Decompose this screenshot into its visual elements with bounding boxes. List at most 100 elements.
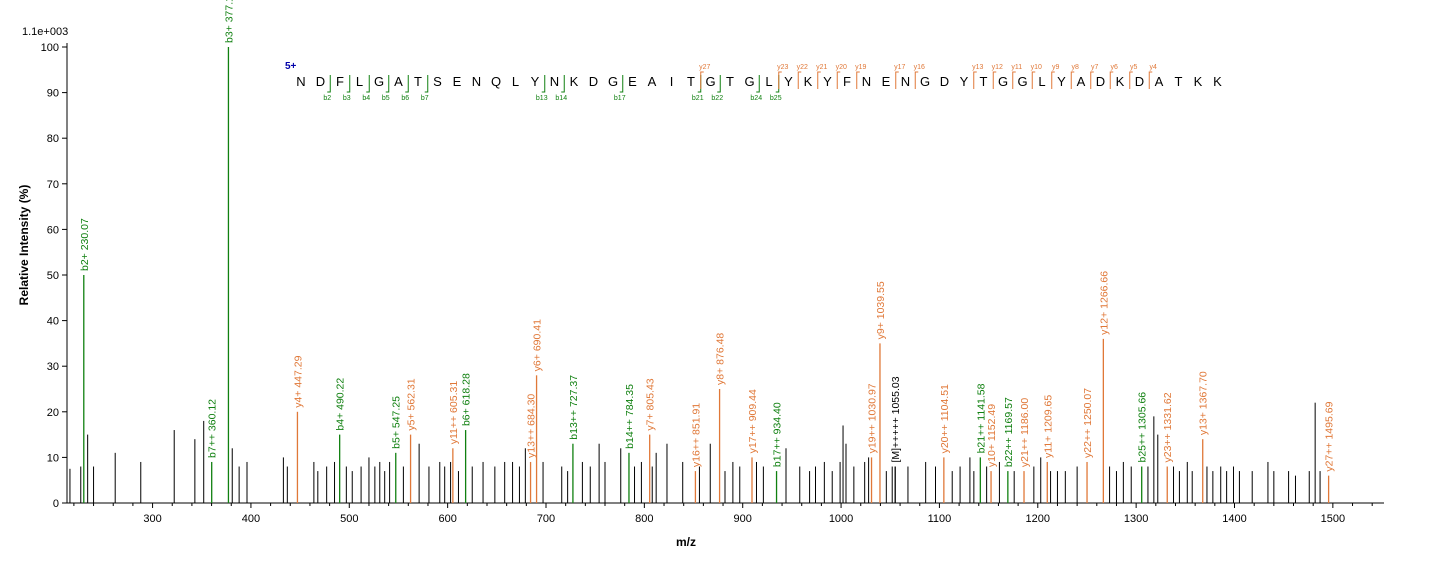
y-ion-label: y11: [1011, 64, 1022, 71]
b-ion-marker: [619, 75, 624, 93]
y-ion-label: y6: [1111, 64, 1119, 71]
y-ion-marker: [856, 71, 860, 89]
y-ion-label: y17: [894, 64, 905, 71]
sequence-residue: N: [296, 74, 305, 89]
x-tick-label: 500: [340, 513, 358, 525]
sequence-residue: F: [843, 74, 851, 89]
b-ion-label: b25: [770, 95, 782, 102]
y-ion-label: y21: [816, 64, 827, 71]
x-axis-ticks: 300 400 500 600 700 800 900 1000 1100 1200 1300 140…: [73, 503, 1373, 525]
y-ion-label: y12: [992, 64, 1003, 71]
sequence-residue: F: [336, 74, 344, 89]
y-ion-marker: [700, 71, 704, 89]
sequence-residue: L: [512, 74, 519, 89]
peak-label-b: b4+ 490.22: [335, 378, 347, 431]
peak-label-y: y6+ 690.41: [532, 319, 544, 371]
b-ion-label: b6: [401, 95, 409, 102]
y-ion-label: y22: [797, 64, 808, 71]
sequence-residue: T: [980, 74, 988, 89]
b-ion-label: b17: [614, 95, 626, 102]
y-ion-label: y27: [699, 64, 710, 71]
sequence-residue: A: [1155, 74, 1164, 89]
y-ion-marker: [973, 71, 977, 89]
b-ion-marker: [424, 75, 429, 93]
y-ion-marker: [817, 71, 821, 89]
b-ion-label: b24: [750, 95, 762, 102]
x-tick-label: 1100: [928, 513, 952, 525]
x-tick-label: 600: [438, 513, 456, 525]
sequence-residue: T: [1175, 74, 1183, 89]
b-ion-marker: [385, 75, 390, 93]
peak-label-y: y20++ 1104.51: [939, 384, 951, 453]
b-ion-label: b14: [555, 95, 567, 102]
peak-label-y: y23++ 1331.62: [1162, 392, 1174, 462]
y-ion-marker: [1051, 71, 1055, 89]
y-ion-marker: [1070, 71, 1075, 89]
x-axis-title: m/z: [676, 535, 696, 549]
peak-label-y: y13++ 684.30: [526, 394, 538, 458]
peak-label-y: y11++ 605.31: [448, 381, 460, 445]
sequence-residue: T: [687, 74, 695, 89]
sequence-residue: Q: [491, 74, 501, 89]
y-ion-marker: [1129, 71, 1133, 89]
peak-label-y: y9+ 1039.55: [875, 281, 887, 339]
y-ion-marker: [797, 71, 802, 89]
sequence-residue: A: [394, 74, 403, 89]
b-ion-label: b21: [692, 95, 704, 102]
sequence-residue: G: [744, 74, 754, 89]
sequence-residue: D: [1096, 74, 1105, 89]
b-ion-label: b22: [711, 95, 723, 102]
sequence-residue: G: [998, 74, 1008, 89]
peak-label-b: b2+ 230.07: [79, 218, 91, 271]
sequence-residue: Y: [1057, 74, 1066, 89]
y-ion-label: y10: [1031, 64, 1042, 71]
sequence-residue: N: [472, 74, 481, 89]
peak-label-y: y13+ 1367.70: [1198, 371, 1210, 435]
y-ion-marker: [992, 71, 997, 89]
sequence-residue: G: [374, 74, 384, 89]
peak-label-b: b5+ 547.25: [391, 396, 403, 449]
y-tick-label: 50: [47, 270, 59, 282]
y-tick-label: 10: [47, 452, 59, 464]
b-ion-label: b5: [382, 95, 390, 102]
sequence-residue: L: [765, 74, 772, 89]
y-ion-marker: [1090, 71, 1094, 89]
y-tick-label: 0: [53, 498, 59, 510]
sequence-residue: D: [940, 74, 949, 89]
peak-label-b: b21++ 1141.58: [975, 383, 987, 453]
y-ion-label: y16: [914, 64, 925, 71]
sequence-residue: E: [882, 74, 891, 89]
peak-label-y: y27++ 1495.69: [1324, 401, 1336, 471]
peak-label-b: b13++ 727.37: [568, 375, 580, 440]
b-ion-label: b2: [323, 95, 331, 102]
peak-label-y: y16++ 851.91: [690, 403, 702, 467]
y-ion-marker: [914, 71, 919, 89]
peak-label-y: y17++ 909.44: [747, 389, 759, 453]
peak-label-y: y11+ 1209.65: [1042, 395, 1054, 458]
sequence-residue: K: [1194, 74, 1203, 89]
y-ion-label: y20: [836, 64, 847, 71]
sequence-residue: A: [648, 74, 657, 89]
peak-label-b: b7++ 360.12: [207, 399, 219, 458]
y-ion-marker: [778, 71, 782, 89]
sequence-residue: Y: [960, 74, 969, 89]
peak-label-b: b14++ 784.35: [624, 384, 636, 449]
b-ion-label: b3: [343, 95, 351, 102]
sequence-residue: A: [1077, 74, 1086, 89]
b-ion-marker: [346, 75, 351, 93]
y-tick-label: 70: [47, 179, 59, 191]
peak-label-y: y8+ 876.48: [715, 333, 727, 385]
sequence-residue: K: [1213, 74, 1222, 89]
sequence-residue: G: [1017, 74, 1027, 89]
intensity-scale-label: 1.1e+003: [22, 26, 68, 38]
peak-label-b: b3+ 377.14: [223, 0, 235, 43]
x-tick-label: 1500: [1321, 513, 1345, 525]
x-tick-label: 800: [635, 513, 653, 525]
peak-label-b: b22++ 1169.57: [1003, 397, 1015, 467]
sequence-residue: Y: [823, 74, 832, 89]
y-ion-label: y8: [1072, 64, 1080, 71]
sequence-residue: K: [570, 74, 579, 89]
y-tick-label: 40: [47, 316, 59, 328]
x-tick-label: 700: [537, 513, 555, 525]
